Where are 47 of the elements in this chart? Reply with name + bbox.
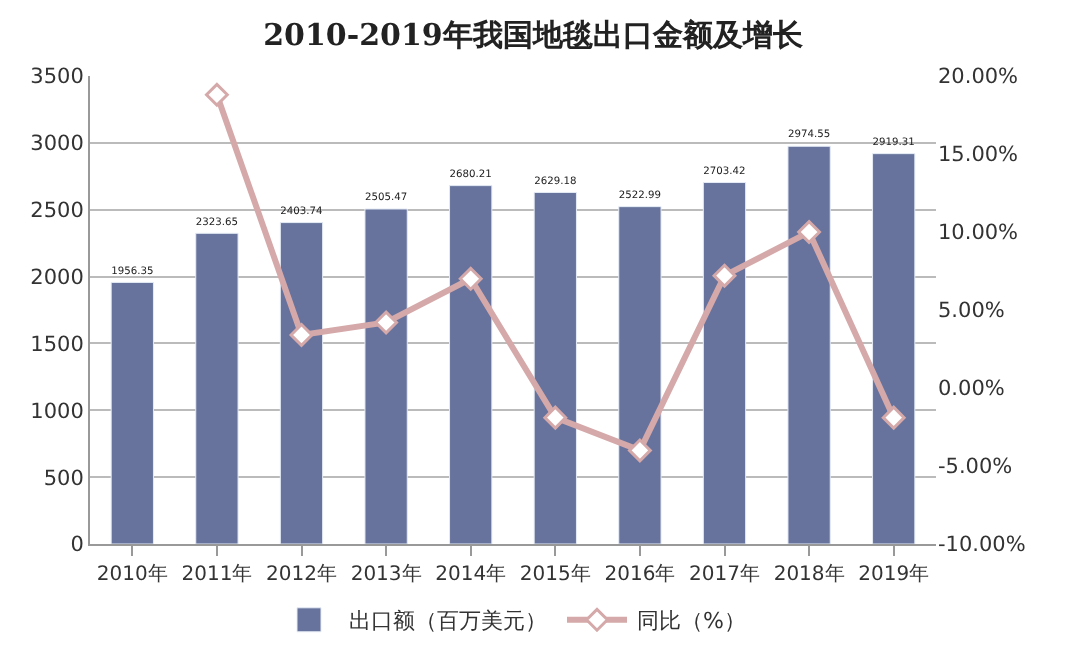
- point: [797, 220, 821, 244]
- x-tick-label: 2014年: [435, 562, 507, 586]
- bar: [364, 208, 408, 544]
- point: [628, 438, 652, 463]
- chart-title: 2010-2019年我国地毯出口金额及增长: [263, 16, 805, 53]
- y2-tick-label: -10.00%: [938, 533, 1026, 558]
- y-tick-label: 1500: [30, 332, 84, 357]
- y-tick-label: 3500: [30, 65, 84, 90]
- y2-tick-label: 10.00%: [938, 221, 1019, 246]
- point: [289, 323, 314, 347]
- bar: [787, 145, 831, 544]
- bar: [618, 206, 662, 544]
- x-tick-label: 2017年: [689, 562, 760, 586]
- y-tick-label: 0: [70, 533, 84, 558]
- point: [205, 82, 229, 107]
- x-tick-label: 2016年: [604, 562, 676, 586]
- x-tick-label: 2013年: [350, 562, 422, 586]
- y-tick-label: 3000: [30, 132, 84, 157]
- x-tick-label: 2018年: [773, 562, 845, 586]
- bar: [533, 191, 577, 544]
- y-tick-label: 500: [43, 466, 84, 491]
- point: [881, 405, 906, 430]
- bar: [195, 232, 239, 544]
- bar: [872, 153, 916, 544]
- point: [374, 310, 398, 335]
- x-tick-label: 2012年: [266, 562, 337, 586]
- x-tick-label: 2011年: [181, 562, 253, 586]
- bar: [279, 222, 324, 544]
- y2-tick-label: 5.00%: [938, 299, 1005, 324]
- y2-tick-label: 15.00%: [938, 143, 1019, 168]
- point: [712, 263, 737, 288]
- y2-tick-label: 0.00%: [938, 377, 1005, 402]
- legend-label: 出口额（百万美元）: [349, 608, 547, 635]
- x-tick-label: 2010年: [96, 562, 168, 586]
- bar: [110, 281, 154, 544]
- y2-tick-label: 20.00%: [938, 65, 1019, 90]
- y-tick-label: 2000: [30, 265, 84, 290]
- y2-tick-label: -5.00%: [938, 455, 1013, 480]
- x-tick-label: 2015年: [519, 562, 591, 586]
- y-tick-label: 2500: [30, 199, 84, 224]
- bar: [449, 185, 493, 544]
- x-tick-label: 2019年: [858, 562, 930, 586]
- point: [543, 405, 568, 430]
- point: [458, 266, 483, 291]
- bar: [702, 182, 747, 544]
- legend-label: 同比（%）: [637, 608, 746, 635]
- y-tick-label: 1000: [30, 399, 84, 424]
